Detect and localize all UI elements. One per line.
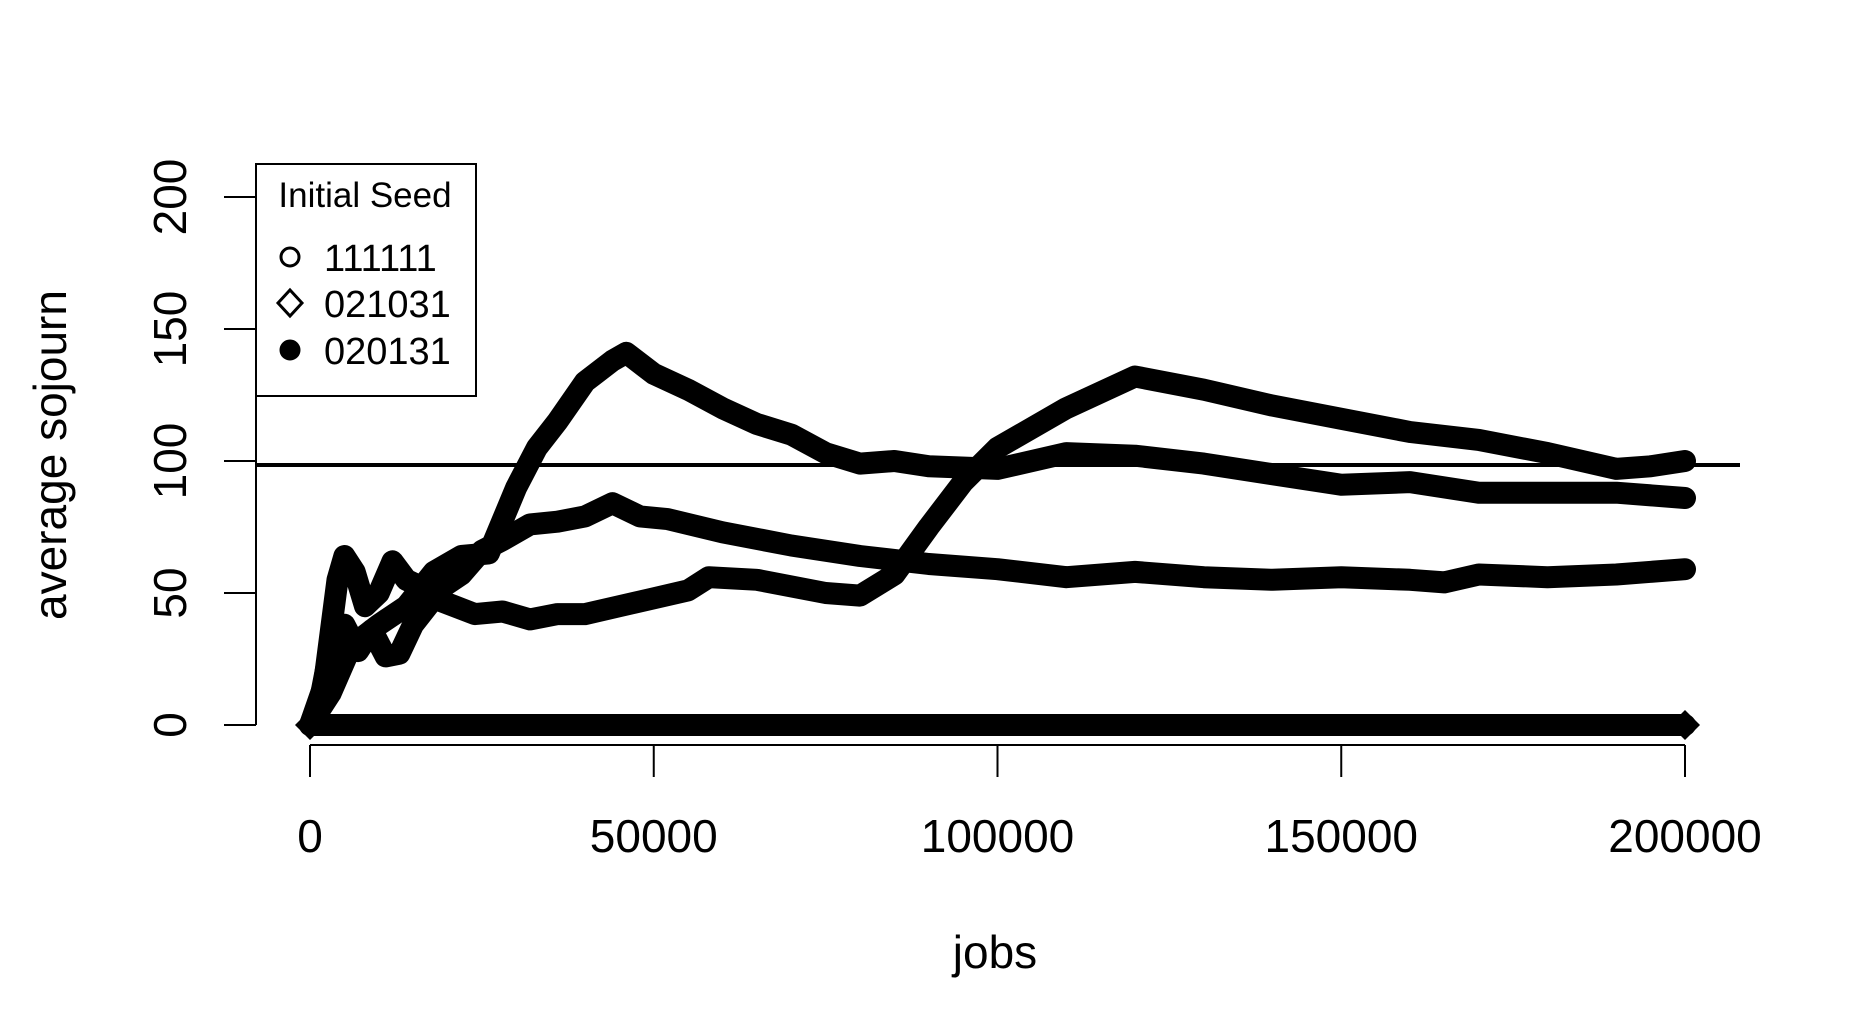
x-tick-label: 50000 xyxy=(590,810,718,862)
legend: Initial Seed 111111 021031 020131 xyxy=(255,163,477,397)
plot-lines xyxy=(295,341,1700,740)
y-tick-label: 150 xyxy=(144,291,196,368)
x-tick-label: 100000 xyxy=(921,810,1075,862)
series-end-marker xyxy=(1670,710,1700,740)
legend-label: 020131 xyxy=(324,331,451,373)
x-tick-label: 0 xyxy=(297,810,323,862)
series-line-2 xyxy=(299,365,1696,736)
series-start-marker xyxy=(295,710,325,740)
x-axis: 0 50000 100000 150000 200000 xyxy=(297,744,1762,862)
legend-circle-open-icon xyxy=(279,246,301,268)
y-tick-label: 0 xyxy=(144,712,196,738)
y-axis-title: average sojourn xyxy=(24,290,76,620)
series-line-1 xyxy=(299,492,1696,736)
legend-diamond-open-icon xyxy=(275,287,305,319)
x-tick-label: 200000 xyxy=(1608,810,1762,862)
legend-title: Initial Seed xyxy=(278,176,451,215)
legend-label: 111111 xyxy=(324,238,437,280)
series-line-3 xyxy=(299,341,1696,736)
y-tick-label: 50 xyxy=(144,567,196,618)
legend-circle-filled-icon xyxy=(279,339,301,361)
y-axis: 0 50 100 150 200 xyxy=(144,159,257,738)
x-axis-title: jobs xyxy=(951,926,1037,978)
y-tick-label: 100 xyxy=(144,423,196,500)
legend-label: 021031 xyxy=(324,284,451,326)
y-tick-label: 200 xyxy=(144,159,196,236)
x-tick-label: 150000 xyxy=(1265,810,1419,862)
